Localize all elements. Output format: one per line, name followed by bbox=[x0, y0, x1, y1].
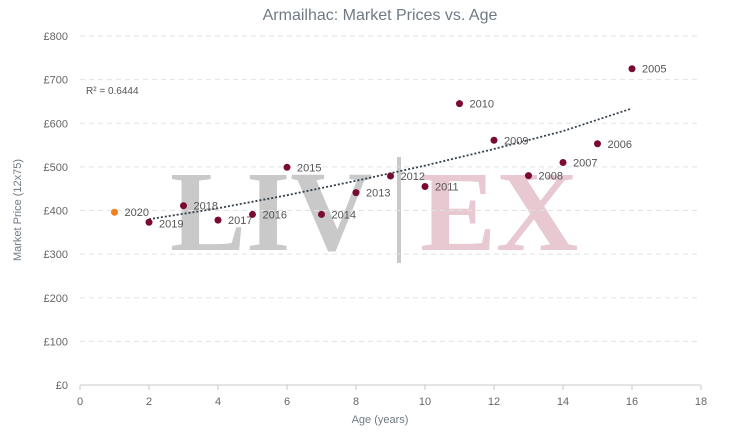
data-label: 2008 bbox=[539, 171, 563, 183]
y-tick-label: £800 bbox=[44, 31, 68, 43]
data-point bbox=[594, 140, 601, 148]
x-tick-label: 6 bbox=[284, 396, 290, 408]
data-label: 2009 bbox=[504, 135, 528, 147]
x-tick-label: 16 bbox=[626, 396, 638, 408]
data-label: 2013 bbox=[366, 188, 390, 200]
chart-title: Armailhac: Market Prices vs. Age bbox=[263, 7, 498, 24]
y-tick-label: £400 bbox=[44, 206, 68, 218]
y-tick-label: £0 bbox=[56, 380, 68, 392]
data-point bbox=[352, 189, 360, 197]
data-point bbox=[387, 172, 394, 180]
data-label: 2018 bbox=[194, 201, 218, 213]
y-tick-label: £600 bbox=[44, 118, 68, 130]
data-label: 2019 bbox=[159, 218, 183, 230]
x-tick-label: 0 bbox=[77, 396, 83, 408]
data-point bbox=[318, 210, 325, 218]
y-tick-label: £300 bbox=[44, 249, 68, 261]
data-label: 2020 bbox=[125, 207, 149, 219]
data-point bbox=[180, 202, 187, 210]
x-tick-label: 18 bbox=[695, 396, 707, 408]
y-tick-label: £500 bbox=[44, 162, 68, 174]
r-squared-annotation: R² = 0.6444 bbox=[86, 86, 139, 97]
data-point bbox=[490, 136, 498, 144]
x-tick-label: 8 bbox=[353, 396, 359, 408]
data-point bbox=[559, 159, 567, 167]
data-label: 2005 bbox=[642, 64, 666, 76]
data-point bbox=[456, 100, 463, 108]
y-axis-label: Market Price (12x75) bbox=[12, 159, 24, 261]
x-axis-label: Age (years) bbox=[352, 414, 409, 426]
data-point bbox=[628, 65, 636, 73]
data-point bbox=[145, 218, 153, 226]
data-label: 2012 bbox=[401, 171, 425, 183]
data-point bbox=[421, 183, 429, 191]
data-label: 2011 bbox=[435, 182, 459, 194]
gridlines bbox=[80, 35, 701, 386]
data-label: 2010 bbox=[470, 99, 494, 111]
data-label: 2015 bbox=[297, 162, 321, 174]
x-axis: 0 2 4 6 8 10 12 14 16 18 bbox=[77, 385, 707, 408]
x-tick-label: 4 bbox=[215, 396, 221, 408]
x-tick-label: 12 bbox=[488, 396, 500, 408]
data-label: 2016 bbox=[263, 209, 287, 221]
data-point bbox=[525, 172, 532, 180]
x-tick-label: 14 bbox=[557, 396, 569, 408]
x-tick-label: 10 bbox=[419, 396, 431, 408]
y-axis: £0 £100 £200 £300 £400 £500 £600 £700 £800 bbox=[44, 31, 68, 392]
data-point bbox=[214, 216, 222, 224]
data-label: 2007 bbox=[573, 158, 597, 170]
data-points: 2020 2019 2018 2017 2016 2015 2014 2013 2012 2011… bbox=[111, 64, 666, 230]
y-tick-label: £100 bbox=[44, 336, 68, 348]
livex-watermark: LIV EX bbox=[170, 148, 578, 275]
y-tick-label: £700 bbox=[44, 75, 68, 87]
data-point bbox=[249, 210, 256, 218]
data-label: 2014 bbox=[332, 209, 356, 221]
x-tick-label: 2 bbox=[146, 396, 152, 408]
data-point bbox=[111, 208, 118, 216]
y-tick-label: £200 bbox=[44, 293, 68, 305]
data-label: 2006 bbox=[608, 139, 632, 151]
data-point bbox=[283, 163, 291, 171]
data-label: 2017 bbox=[228, 215, 252, 227]
